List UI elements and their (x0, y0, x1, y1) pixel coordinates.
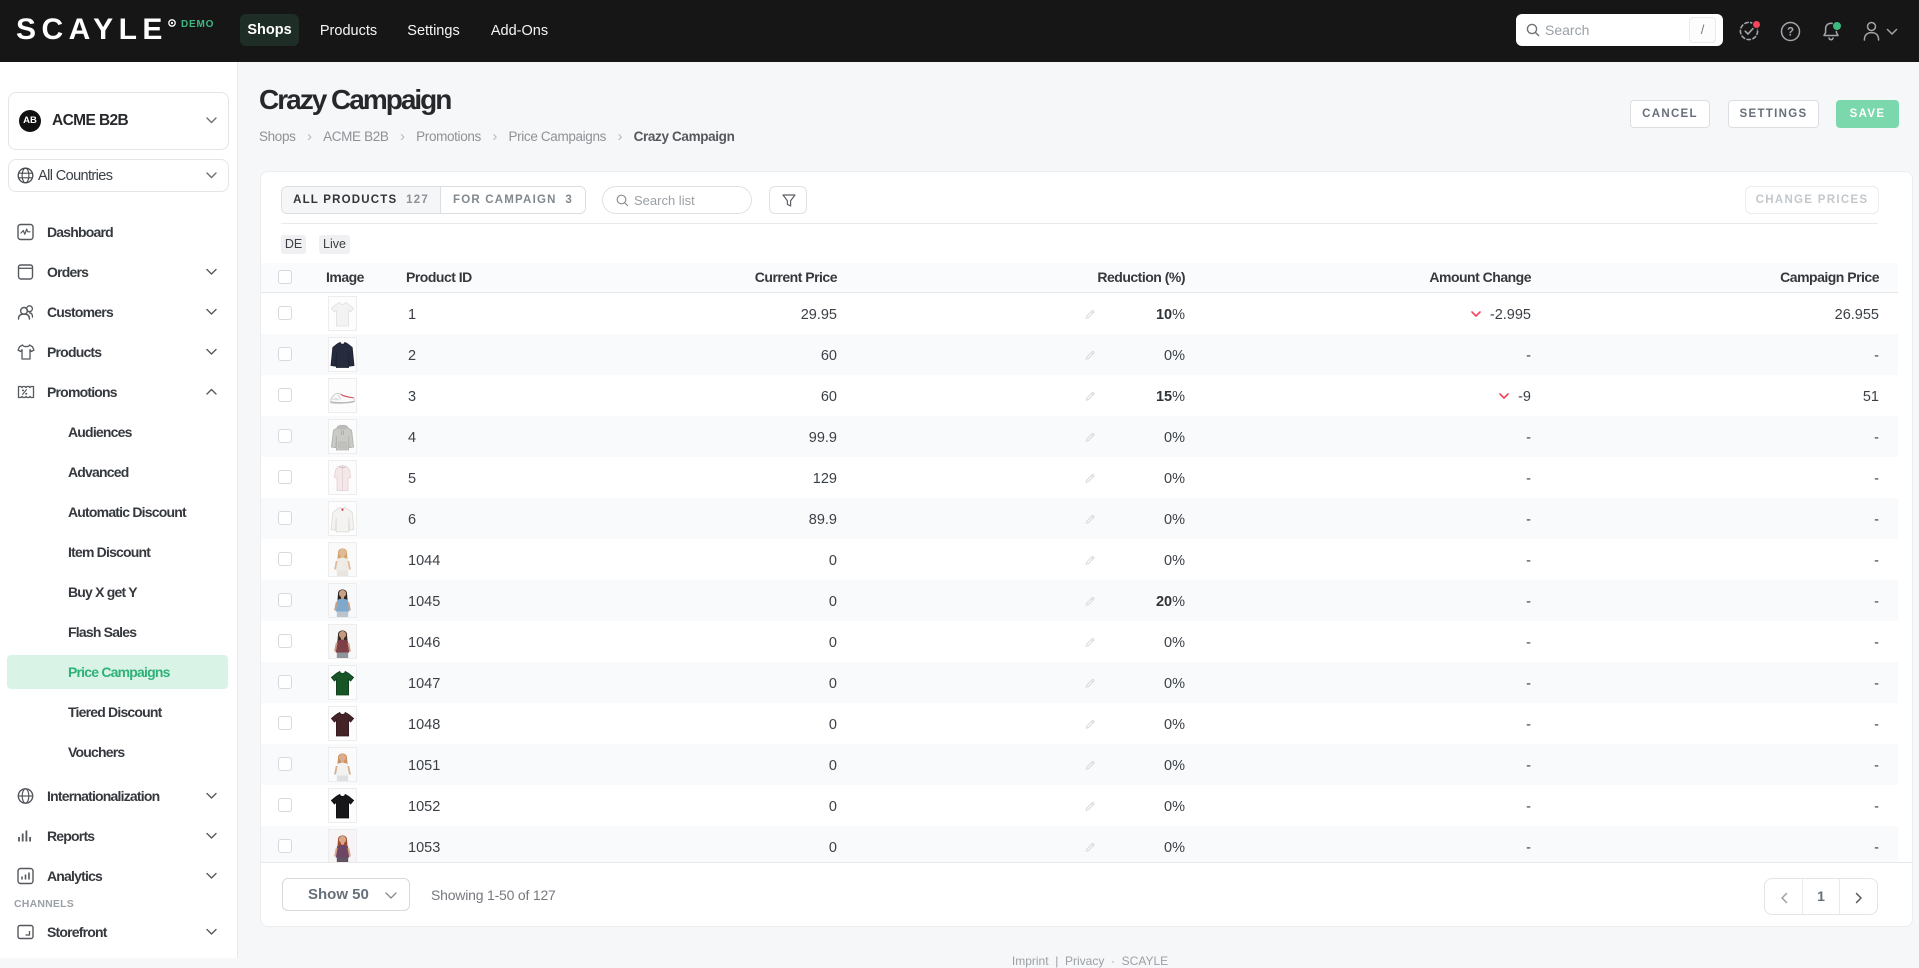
svg-text:?: ? (1787, 27, 1794, 39)
